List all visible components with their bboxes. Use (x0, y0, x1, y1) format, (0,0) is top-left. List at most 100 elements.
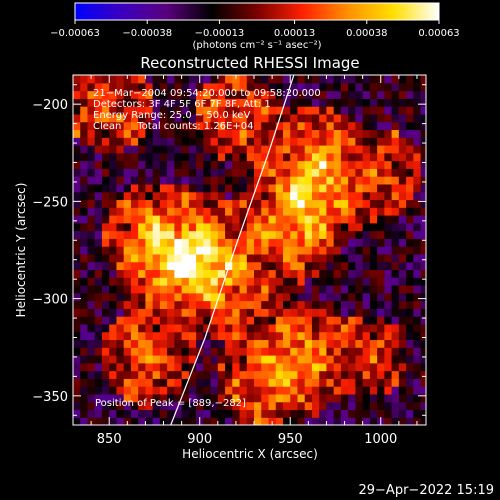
heatmap-cell (413, 285, 422, 294)
heatmap-cell (420, 362, 426, 372)
heatmap-cell (167, 339, 175, 348)
heatmap-cell (152, 129, 161, 138)
heatmap-cell (304, 137, 313, 146)
heatmap-cell (406, 316, 414, 325)
heatmap-cell (167, 230, 175, 239)
heatmap-cell (152, 362, 161, 372)
heatmap-cell (167, 129, 175, 138)
heatmap-cell (297, 253, 306, 263)
heatmap-cell (348, 417, 356, 425)
heatmap-cell (304, 378, 313, 387)
heatmap-cell (152, 269, 161, 278)
heatmap-cell (246, 393, 255, 403)
heatmap-cell (384, 230, 393, 239)
heatmap-cell (413, 168, 422, 177)
heatmap-cell (188, 98, 197, 107)
heatmap-cell (377, 238, 385, 247)
heatmap-cell (109, 300, 118, 309)
heatmap-cell (340, 347, 349, 356)
heatmap-cell (297, 82, 306, 92)
heatmap-cell (167, 199, 175, 208)
heatmap-cell (377, 292, 385, 302)
heatmap-cell (362, 409, 371, 418)
heatmap-cell (109, 378, 118, 387)
heatmap-cell (232, 199, 241, 208)
heatmap-cell (167, 137, 175, 146)
heatmap-cell (326, 137, 335, 146)
heatmap-cell (333, 261, 342, 271)
heatmap-cell (196, 253, 204, 263)
heatmap-cell (116, 417, 125, 425)
heatmap-cell (246, 191, 255, 201)
heatmap-cell (290, 331, 299, 341)
heatmap-cell (304, 355, 313, 364)
heatmap-cell (203, 308, 212, 317)
heatmap-cell (101, 277, 110, 286)
heatmap-cell (80, 82, 89, 92)
heatmap-cell (369, 401, 378, 411)
heatmap-cell (355, 316, 364, 325)
heatmap-cell (196, 121, 204, 131)
heatmap-cell (159, 90, 168, 99)
heatmap-cell (261, 308, 270, 317)
heatmap-cell (232, 82, 241, 92)
heatmap-cell (225, 106, 233, 115)
heatmap-cell (319, 215, 328, 224)
heatmap-cell (275, 75, 284, 84)
heatmap-cell (275, 168, 284, 177)
heatmap-cell (268, 191, 277, 201)
heatmap-cell (196, 378, 204, 387)
heatmap-cell (297, 386, 306, 395)
heatmap-cell (369, 285, 378, 294)
heatmap-cell (116, 106, 125, 115)
heatmap-cell (188, 409, 197, 418)
heatmap-cell (333, 98, 342, 107)
heatmap-cell (101, 355, 110, 364)
heatmap-cell (348, 316, 356, 325)
heatmap-cell (101, 160, 110, 169)
heatmap-cell (377, 137, 385, 146)
heatmap-cell (333, 129, 342, 138)
heatmap-cell (275, 355, 284, 364)
heatmap-cell (94, 222, 103, 232)
heatmap-cell (80, 308, 89, 317)
heatmap-cell (130, 145, 139, 154)
heatmap-cell (159, 176, 168, 185)
heatmap-cell (210, 277, 219, 286)
heatmap-cell (420, 417, 426, 425)
heatmap-image (73, 75, 426, 425)
heatmap-cell (246, 168, 255, 177)
heatmap-cell (333, 191, 342, 201)
heatmap-cell (123, 331, 132, 341)
heatmap-cell (355, 347, 364, 356)
heatmap-cell (130, 90, 139, 99)
heatmap-cell (101, 331, 110, 341)
heatmap-cell (80, 98, 89, 107)
heatmap-cell (73, 199, 81, 208)
heatmap-cell (130, 129, 139, 138)
heatmap-cell (319, 168, 328, 177)
heatmap-cell (406, 370, 414, 379)
heatmap-cell (101, 378, 110, 387)
heatmap-cell (109, 292, 118, 302)
heatmap-cell (123, 176, 132, 185)
heatmap-cell (174, 323, 183, 333)
heatmap-cell (181, 113, 190, 123)
heatmap-cell (413, 191, 422, 201)
heatmap-cell (355, 222, 364, 232)
heatmap-cell (94, 285, 103, 294)
heatmap-cell (73, 82, 81, 92)
heatmap-cell (406, 323, 414, 333)
heatmap-cell (210, 370, 219, 379)
heatmap-cell (369, 222, 378, 232)
heatmap-cell (254, 160, 262, 169)
heatmap-cell (377, 113, 385, 123)
heatmap-cell (232, 362, 241, 372)
heatmap-cell (398, 323, 407, 333)
heatmap-cell (413, 90, 422, 99)
heatmap-cell (406, 269, 414, 278)
heatmap-cell (145, 98, 154, 107)
heatmap-cell (167, 362, 175, 372)
heatmap-cell (167, 261, 175, 271)
heatmap-cell (152, 98, 161, 107)
